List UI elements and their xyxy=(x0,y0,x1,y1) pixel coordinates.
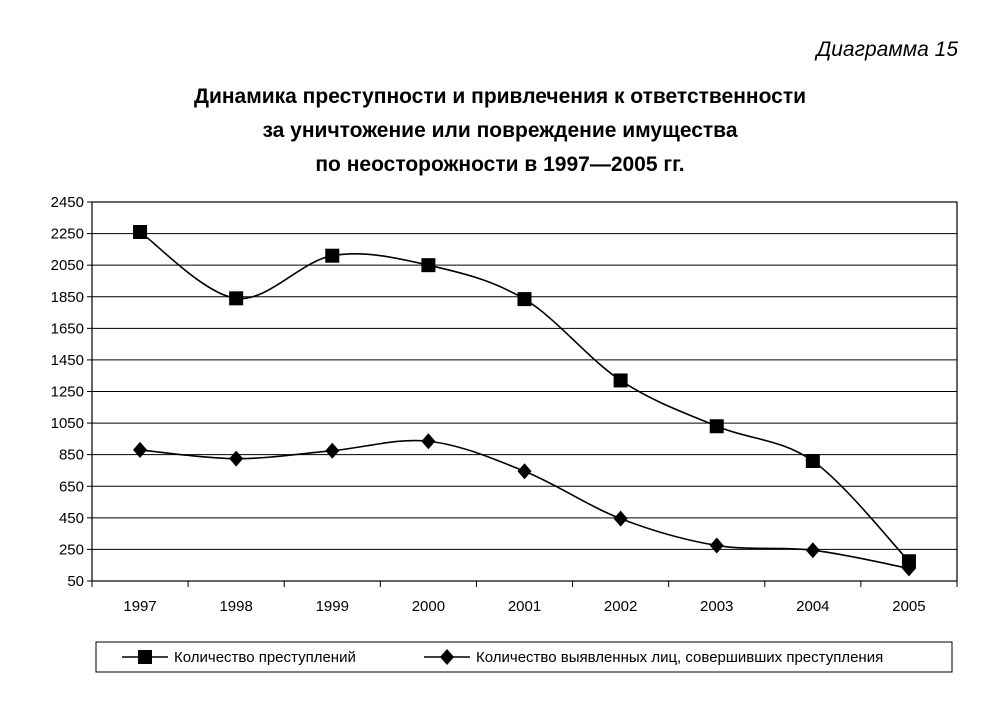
chart-title-line-1: Динамика преступности и привлечения к от… xyxy=(193,85,807,108)
y-tick-label: 1650 xyxy=(51,320,84,337)
y-tick-label: 2050 xyxy=(51,257,84,274)
legend-marker-square xyxy=(138,650,152,664)
diagram-number: Диаграмма 15 xyxy=(816,38,958,61)
grid-lines xyxy=(92,201,957,582)
legend-item-1: Количество преступлений xyxy=(122,649,356,666)
data-point-square-2001 xyxy=(517,292,532,307)
y-tick-label: 250 xyxy=(59,541,84,558)
y-tick-label: 1850 xyxy=(51,289,84,306)
y-tick-label: 1050 xyxy=(51,415,84,432)
data-point-square-1998 xyxy=(229,291,244,306)
chart-title-line-3: по неосторожности в 1997—2005 гг. xyxy=(315,153,685,176)
y-tick-label: 450 xyxy=(59,510,84,527)
x-tick-label-2004: 2004 xyxy=(796,598,829,615)
data-point-diamond-2005 xyxy=(901,560,916,577)
x-tick-label-1997: 1997 xyxy=(123,598,156,615)
y-tick-label: 2450 xyxy=(51,194,84,211)
x-tick-label-2001: 2001 xyxy=(508,598,541,615)
x-tick-label-2002: 2002 xyxy=(604,598,637,615)
data-point-diamond-2004 xyxy=(805,542,820,559)
axes: 50 250 450 650 850 1050 1250 1450 1650 1850 2050 22… xyxy=(51,194,958,615)
y-tick-label: 850 xyxy=(59,447,84,464)
data-point-diamond-2002 xyxy=(613,510,628,527)
y-tick-label: 1250 xyxy=(51,384,84,401)
data-point-diamond-2001 xyxy=(517,463,532,480)
legend: Количество преступлений Количество выявле… xyxy=(95,641,953,673)
chart-title-line-2: за уничтожение или повреждение имущества xyxy=(262,119,738,142)
x-tick-label-1999: 1999 xyxy=(316,598,349,615)
data-point-square-2000 xyxy=(421,258,436,273)
legend-box xyxy=(95,641,953,673)
x-tick-label-1998: 1998 xyxy=(219,598,252,615)
x-tick-label-2000: 2000 xyxy=(412,598,445,615)
data-point-diamond-1999 xyxy=(325,442,340,459)
data-point-square-1999 xyxy=(325,248,340,263)
plot-area-frame xyxy=(91,201,958,582)
data-point-diamond-2003 xyxy=(709,537,724,554)
data-point-square-2002 xyxy=(613,373,628,388)
y-tick-label: 650 xyxy=(59,478,84,495)
data-point-square-2003 xyxy=(709,419,724,434)
data-point-diamond-1998 xyxy=(229,450,244,467)
y-tick-label: 50 xyxy=(67,573,84,590)
y-tick-label: 2250 xyxy=(51,226,84,243)
data-point-square-2004 xyxy=(805,453,820,468)
data-point-diamond-1997 xyxy=(133,441,148,458)
x-tick-label-2003: 2003 xyxy=(700,598,733,615)
x-tick-label-2005: 2005 xyxy=(892,598,925,615)
data-point-diamond-2000 xyxy=(421,433,436,450)
legend-label: Количество преступлений xyxy=(174,649,356,666)
y-tick-label: 1450 xyxy=(51,352,84,369)
series-line-1 xyxy=(139,231,910,562)
legend-marker-diamond xyxy=(440,649,454,665)
legend-item-2: Количество выявленных лиц, совершивших п… xyxy=(424,649,883,666)
legend-label: Количество выявленных лиц, совершивших п… xyxy=(476,649,883,666)
series-2 xyxy=(133,433,916,577)
series-layer xyxy=(133,225,916,577)
series-1 xyxy=(133,225,916,569)
data-point-square-1997 xyxy=(133,225,148,240)
chart-title: Динамика преступности и привлечения к от… xyxy=(0,80,1000,182)
